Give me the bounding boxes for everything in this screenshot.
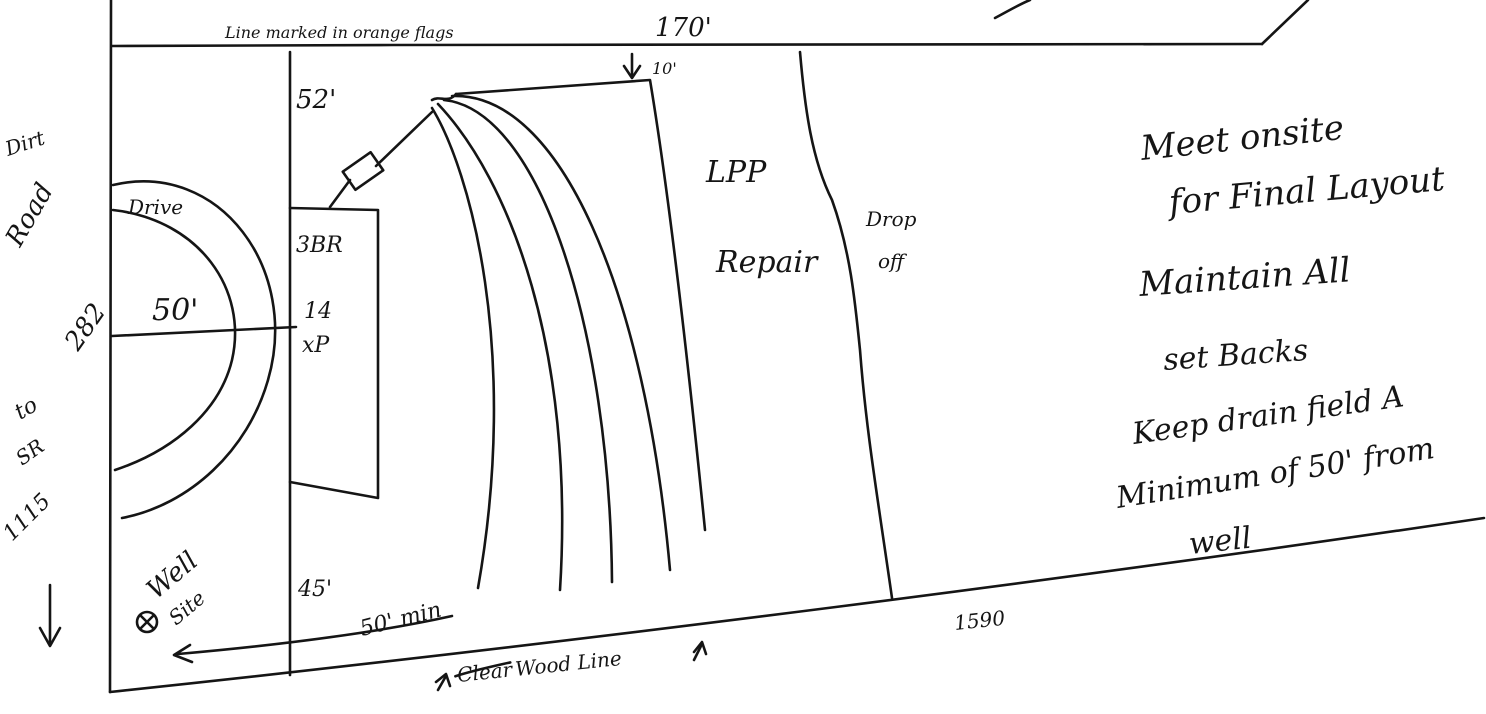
- off-label: off: [878, 249, 908, 273]
- dim-10ft: 10': [652, 59, 677, 78]
- drop-label: Drop: [865, 207, 917, 231]
- top-right-boundary-line: [1260, 0, 1310, 46]
- house-size-line2: xP: [302, 333, 330, 358]
- lpp-label: LPP: [705, 155, 767, 190]
- feed-squiggle: [430, 92, 458, 102]
- arrow-50ft-min: [172, 614, 454, 664]
- dim-52ft: 52': [296, 85, 336, 115]
- top-boundary-line: [110, 42, 1264, 48]
- tank: [341, 150, 385, 192]
- dirt-label: Dirt: [1, 125, 48, 161]
- sr-label: SR: [11, 434, 48, 470]
- drain-field: [328, 78, 707, 592]
- house-bedrooms: 3BR: [296, 233, 343, 258]
- bottom-dimension: 1590: [953, 606, 1006, 635]
- note-final-layout: for Final Layout: [1164, 159, 1446, 223]
- drive-label: Drive: [127, 195, 183, 219]
- notes-block: Meet onsite for Final Layout Maintain Al…: [1113, 108, 1447, 562]
- min-50ft-label: 50' min: [357, 597, 444, 641]
- circular-drive: [110, 180, 298, 520]
- top-note: Line marked in orange flags: [224, 23, 454, 42]
- wood-line-text: Wood Line: [514, 646, 623, 681]
- arrow-down: [38, 583, 62, 648]
- repair-label: Repair: [715, 245, 819, 280]
- drain-line-1: [430, 106, 496, 590]
- arrow-10ft: [622, 52, 642, 80]
- house-footprint: [288, 206, 380, 500]
- drain-line-5: [454, 78, 707, 532]
- well-symbol: [135, 610, 159, 634]
- note-setbacks: set Backs: [1162, 333, 1309, 378]
- property-boundary: [108, 0, 1486, 694]
- drive-inner-arc: [111, 208, 237, 472]
- top-dimension: 170': [655, 13, 712, 43]
- drain-line-2: [436, 102, 564, 592]
- bottom-boundary-line: [108, 516, 1486, 694]
- left-boundary-line: [108, 0, 113, 694]
- partial-top-arc: [993, 0, 1032, 20]
- road-label: Road: [0, 178, 60, 252]
- note-well: well: [1187, 521, 1253, 562]
- note-maintain-all: Maintain All: [1137, 250, 1352, 305]
- drain-line-4: [450, 94, 672, 572]
- dim-50ft: 50': [152, 293, 198, 328]
- drain-line-3: [442, 98, 614, 584]
- wood-line-arrows: [434, 640, 708, 692]
- supply-pipe: [374, 110, 434, 168]
- road-number: 282: [59, 298, 113, 357]
- dim-45ft: 45': [297, 577, 332, 602]
- drive-outer-arc: [111, 180, 277, 520]
- to-label: to: [11, 392, 43, 425]
- note-meet-onsite: Meet onsite: [1138, 108, 1346, 169]
- centerline-50ft: [110, 325, 298, 338]
- wood-line-label: Clear Wood Line: [454, 646, 623, 687]
- house-to-tank-line: [328, 178, 352, 209]
- drop-off-line: [798, 50, 894, 600]
- house-size-line1: 14: [304, 299, 332, 324]
- sr-number: 1115: [0, 489, 56, 546]
